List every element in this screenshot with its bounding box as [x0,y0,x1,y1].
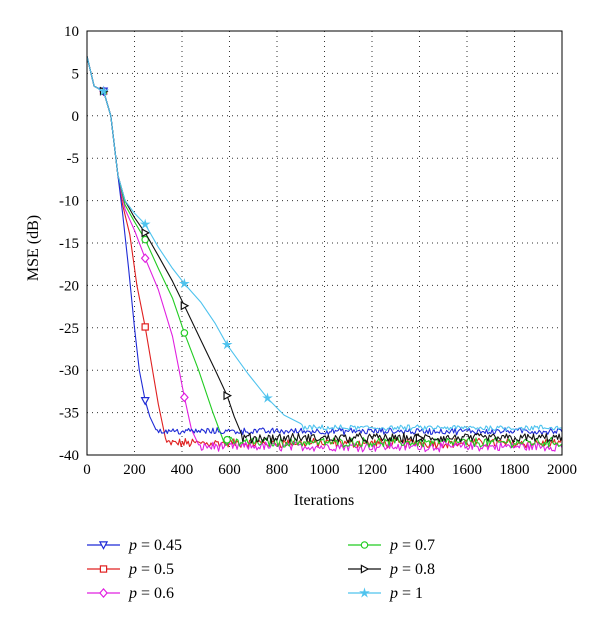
series-marker [98,85,110,96]
y-axis-title: MSE (dB) [25,215,42,281]
series-line [86,56,563,436]
y-tick-label: -35 [59,406,79,422]
legend-entry: p = 0.8 [348,561,435,578]
y-tick-label: -10 [59,194,79,210]
legend-label: p = 0.6 [128,585,174,602]
series-marker [139,218,151,229]
series-line [86,56,563,444]
y-tick-label: -30 [59,363,79,379]
legend-entry: p = 0.5 [87,561,174,578]
x-tick-label: 1600 [452,462,482,478]
series-marker [223,391,232,401]
legend-label: p = 0.8 [389,561,435,578]
series-line [86,56,563,453]
legend-entry: p = 0.45 [87,537,182,554]
y-tick-label: -20 [59,278,79,294]
x-tick-label: 1200 [357,462,387,478]
series-marker [415,433,425,443]
x-tick-label: 400 [171,462,194,478]
series-marker [141,323,149,331]
series-marker [140,397,150,406]
y-tick-label: -40 [59,448,79,464]
legend-label: p = 0.45 [128,537,182,554]
series-marker [179,392,189,403]
y-tick-label: 10 [64,24,79,40]
legend-label: p = 0.5 [128,561,174,578]
x-tick-label: 1000 [310,462,340,478]
legend-entry: p = 0.7 [348,537,435,554]
y-tick-label: -15 [59,236,79,252]
series-marker [141,228,151,238]
series-line [86,56,563,449]
series-lines [86,56,563,453]
legend-marker [360,564,370,574]
series-2 [86,56,563,453]
legend-label: p = 1 [389,585,423,602]
legend-marker [99,565,108,573]
tick-labels: 0 200 400 600 800 1000 1200 1400 1600 1800 2000 10 5… [59,24,577,478]
series-5 [86,56,562,432]
legend-label: p = 0.7 [389,537,435,554]
x-tick-label: 200 [123,462,146,478]
x-tick-label: 1400 [405,462,435,478]
legend-entry: p = 0.6 [87,585,174,602]
series-4 [86,56,563,444]
legend-marker [360,541,369,549]
legend-marker [359,587,370,598]
x-tick-label: 1800 [500,462,530,478]
series-line [86,56,562,432]
series-line [86,56,562,449]
plot-frame [86,30,563,456]
y-tick-label: 5 [72,66,80,82]
y-tick-label: -25 [59,321,79,337]
legend: p = 0.45 p = 0.5 p = 0.6 p = 0.7 p = 0.8 p = … [87,537,435,602]
grid [87,31,562,455]
series-marker [221,339,233,350]
x-tick-label: 600 [218,462,241,478]
x-tick-label: 800 [266,462,289,478]
series-marker [223,435,231,444]
series-marker [178,278,190,289]
legend-marker [98,541,109,550]
series-marker [262,392,273,403]
series-marker [180,329,189,337]
series-3 [86,56,562,449]
series-marker [180,301,190,311]
series-1 [86,56,563,449]
y-tick-label: 0 [72,109,80,125]
x-axis-title: Iterations [294,492,354,509]
series-marker [140,253,150,264]
series-0 [86,56,563,436]
x-tick-label: 0 [83,462,91,478]
legend-entry: p = 1 [348,585,423,602]
legend-marker [99,587,108,599]
y-tick-label: -5 [67,151,80,167]
x-tick-label: 2000 [547,462,577,478]
series-marker [141,235,149,244]
